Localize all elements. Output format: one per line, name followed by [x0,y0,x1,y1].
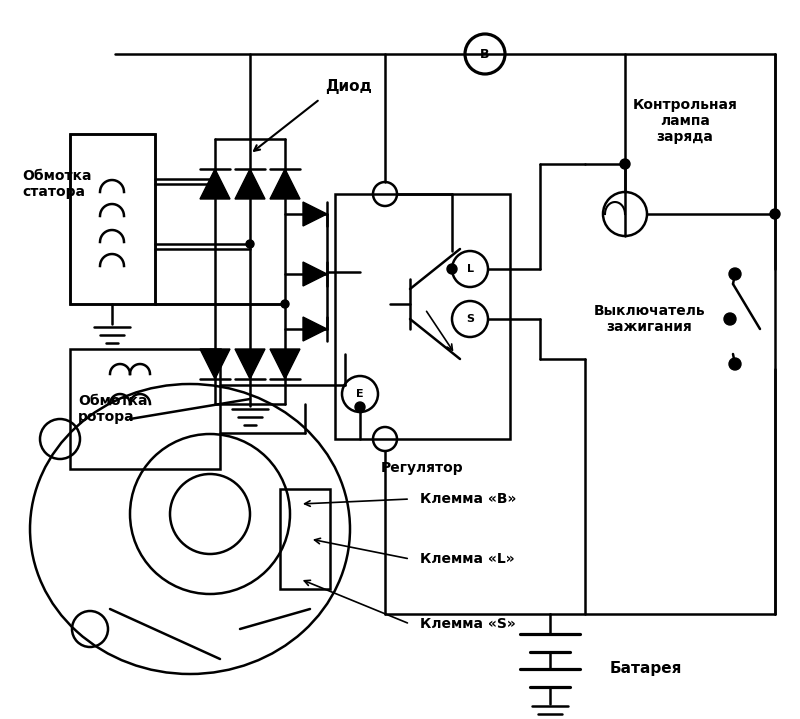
Text: Обмотка
статора: Обмотка статора [22,169,91,199]
Bar [70,134,155,304]
Polygon shape [270,349,300,379]
Text: Клемма «B»: Клемма «B» [420,492,516,506]
Polygon shape [303,202,327,226]
Polygon shape [200,349,230,379]
Circle shape [770,209,780,219]
Circle shape [729,268,741,280]
Bar [70,349,220,469]
Polygon shape [235,169,265,199]
Polygon shape [270,169,300,199]
Text: Клемма «S»: Клемма «S» [420,617,516,631]
Text: S: S [466,314,474,324]
Polygon shape [303,317,327,341]
Text: Выключатель
зажигания: Выключатель зажигания [594,304,705,334]
Text: Клемма «L»: Клемма «L» [420,552,514,566]
Bar [335,194,510,439]
Circle shape [620,159,630,169]
Circle shape [246,240,254,248]
Polygon shape [200,169,230,199]
Circle shape [724,313,736,325]
Circle shape [281,300,289,308]
Circle shape [355,402,365,412]
Text: B: B [480,47,490,60]
Text: L: L [466,264,474,274]
Circle shape [729,358,741,370]
Text: Регулятор: Регулятор [381,461,464,475]
Circle shape [447,264,457,274]
Text: Диод: Диод [325,79,372,94]
Text: E: E [356,389,364,399]
Polygon shape [235,349,265,379]
Bar [280,489,330,589]
Bar [70,134,155,304]
Text: Батарея: Батарея [610,661,682,677]
Text: Обмотка
ротора: Обмотка ротора [78,394,147,424]
Polygon shape [303,262,327,286]
Text: Контрольная
лампа
заряда: Контрольная лампа заряда [633,98,738,144]
Circle shape [211,180,219,188]
